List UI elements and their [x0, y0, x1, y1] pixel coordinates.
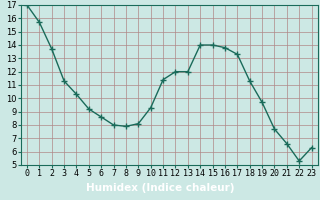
- Text: Humidex (Indice chaleur): Humidex (Indice chaleur): [86, 183, 234, 193]
